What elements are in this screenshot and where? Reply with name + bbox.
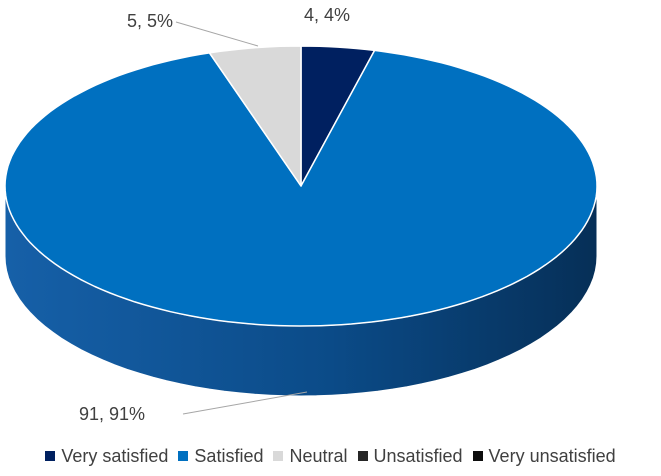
legend-label-very-satisfied: Very satisfied — [61, 445, 169, 466]
pie-top-layer — [4, 45, 598, 327]
legend-item-very-unsatisfied: Very unsatisfied — [472, 445, 616, 467]
data-label-layer: 4, 4% 91, 91% 5, 5% — [79, 5, 350, 424]
legend-item-very-satisfied: Very satisfied — [45, 446, 168, 467]
pie-slice-neutral — [208, 45, 302, 187]
legend-item-satisfied: Satisfied — [178, 446, 263, 467]
legend-swatch-unsatisfied — [357, 451, 368, 461]
legend-label-unsatisfied: Unsatisfied — [373, 445, 463, 466]
legend-label-neutral: Neutral — [289, 445, 348, 466]
data-label-neutral: 5, 5% — [127, 11, 173, 31]
legend-swatch-very-unsatisfied — [472, 451, 483, 461]
legend-swatch-very-satisfied — [45, 451, 56, 461]
legend-item-neutral: Neutral — [273, 445, 348, 467]
leader-line-satisfied — [182, 391, 308, 415]
legend-label-very-unsatisfied: Very unsatisfied — [488, 445, 616, 466]
legend: Very satisfied Satisfied Neutral Unsatisfie… — [0, 444, 661, 468]
data-label-satisfied: 91, 91% — [79, 404, 145, 424]
data-label-very-satisfied: 4, 4% — [304, 5, 350, 25]
legend-swatch-neutral — [273, 451, 284, 461]
legend-item-unsatisfied: Unsatisfied — [357, 445, 463, 467]
pie-slice-satisfied — [4, 49, 598, 327]
leader-line-neutral — [175, 21, 259, 47]
legend-swatch-satisfied — [178, 451, 189, 461]
legend-label-satisfied: Satisfied — [194, 445, 264, 466]
